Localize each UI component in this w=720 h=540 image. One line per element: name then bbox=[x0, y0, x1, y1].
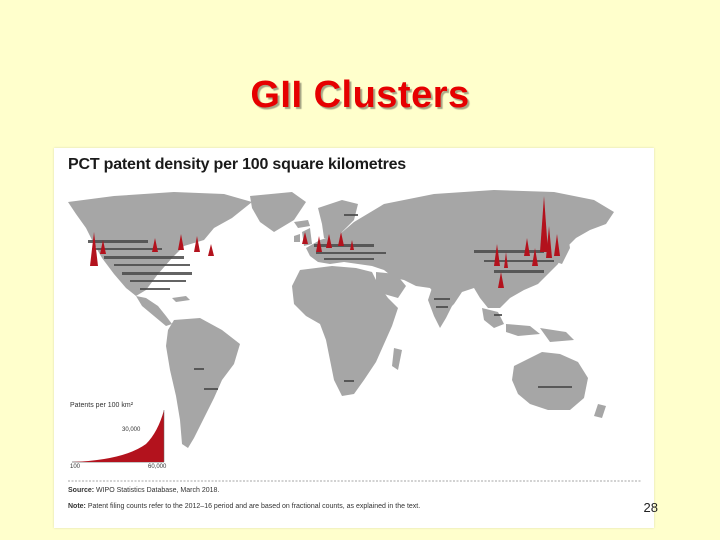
figure-note: Note: Patent filing counts refer to the … bbox=[68, 503, 420, 510]
japan bbox=[556, 236, 570, 264]
source-label: Source: bbox=[68, 487, 95, 494]
hotspot-spikes bbox=[90, 196, 560, 288]
arabia bbox=[376, 272, 406, 298]
note-label: Note: bbox=[68, 503, 86, 510]
north-america bbox=[68, 192, 252, 296]
source-note: Source: WIPO Statistics Database, March … bbox=[68, 487, 219, 494]
land-masses bbox=[68, 190, 614, 448]
legend-title: Patents per 100 km² bbox=[70, 402, 134, 409]
world-map bbox=[68, 190, 642, 482]
source-text: WIPO Statistics Database, March 2018. bbox=[94, 487, 220, 494]
legend-max-label: 30,000 bbox=[122, 427, 141, 433]
eurasia bbox=[306, 190, 614, 312]
note-text: Patent filing counts refer to the 2012–1… bbox=[85, 503, 421, 510]
figure-title: PCT patent density per 100 square kilome… bbox=[68, 156, 406, 173]
south-america bbox=[166, 318, 240, 448]
page-number: 28 bbox=[643, 500, 658, 515]
greenland bbox=[250, 192, 306, 232]
africa bbox=[292, 266, 398, 396]
australia bbox=[512, 352, 588, 410]
map-figure: PCT patent density per 100 square kilome… bbox=[54, 148, 654, 528]
legend-min-label: 100 bbox=[70, 464, 81, 470]
legend-graphic bbox=[72, 410, 165, 463]
activity-dots bbox=[88, 214, 572, 390]
scandinavia bbox=[318, 200, 358, 240]
slide-title: GII Clusters bbox=[250, 74, 470, 116]
central-america bbox=[136, 296, 172, 326]
legend-end-label: 60,000 bbox=[148, 464, 167, 470]
